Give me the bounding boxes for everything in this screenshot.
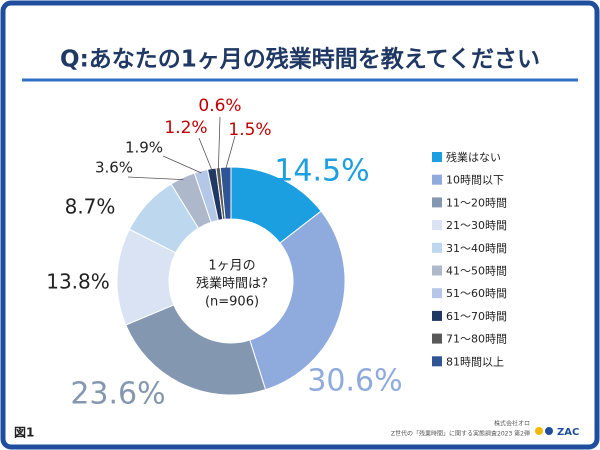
center-text: (n=906) — [205, 295, 259, 310]
legend-swatch — [432, 242, 442, 253]
logo-dot — [545, 427, 553, 435]
logo: ZAC — [557, 427, 579, 438]
legend-swatch — [432, 310, 442, 321]
leader-line — [162, 155, 202, 174]
value-label: 14.5% — [274, 154, 369, 189]
legend-label: 51～60時間 — [446, 287, 507, 300]
company: 株式会社オロ — [494, 420, 530, 428]
source: Z世代の「残業時間」に関する実態調査2023 第2弾 — [391, 430, 530, 438]
logo-dot — [535, 427, 543, 435]
legend-label: 81時間以上 — [446, 355, 504, 368]
value-label: 1.9% — [125, 139, 163, 157]
value-label: 0.6% — [198, 96, 241, 116]
leader-line — [217, 116, 221, 170]
legend-label: 10時間以下 — [446, 174, 504, 187]
value-label: 8.7% — [65, 195, 116, 219]
legend-swatch — [432, 152, 442, 162]
legend-swatch — [432, 197, 442, 208]
leader-line — [225, 135, 236, 170]
legend-label: 41～50時間 — [446, 265, 507, 278]
value-label: 3.6% — [95, 159, 133, 177]
legend-label: 61～70時間 — [446, 310, 507, 323]
figure-label: 図1 — [14, 426, 34, 440]
value-label: 1.2% — [164, 118, 207, 138]
legend-swatch — [432, 333, 442, 344]
leader-line — [127, 176, 184, 181]
legend-swatch — [432, 220, 442, 231]
legend-label: 31～40時間 — [446, 242, 507, 255]
leader-line — [198, 137, 213, 171]
legend-label: 11～20時間 — [446, 196, 507, 209]
donut-slice — [249, 210, 346, 391]
chart-title: Q:あなたの1ヶ月の残業時間を教えてください — [60, 46, 540, 73]
legend-swatch — [432, 288, 442, 299]
legend-swatch — [432, 356, 442, 367]
donut-slice — [219, 166, 232, 220]
legend-swatch — [432, 174, 442, 185]
legend-label: 21～30時間 — [446, 219, 507, 232]
legend-label: 残業はない — [446, 150, 501, 164]
value-label: 30.6% — [307, 364, 402, 399]
legend-label: 71～80時間 — [446, 333, 507, 346]
center-text: 残業時間は? — [196, 276, 268, 292]
value-label: 13.8% — [46, 270, 110, 294]
value-label: 1.5% — [228, 120, 271, 140]
center-text: 1ヶ月の — [208, 259, 255, 274]
legend-swatch — [432, 265, 442, 276]
value-label: 23.6% — [70, 377, 165, 412]
